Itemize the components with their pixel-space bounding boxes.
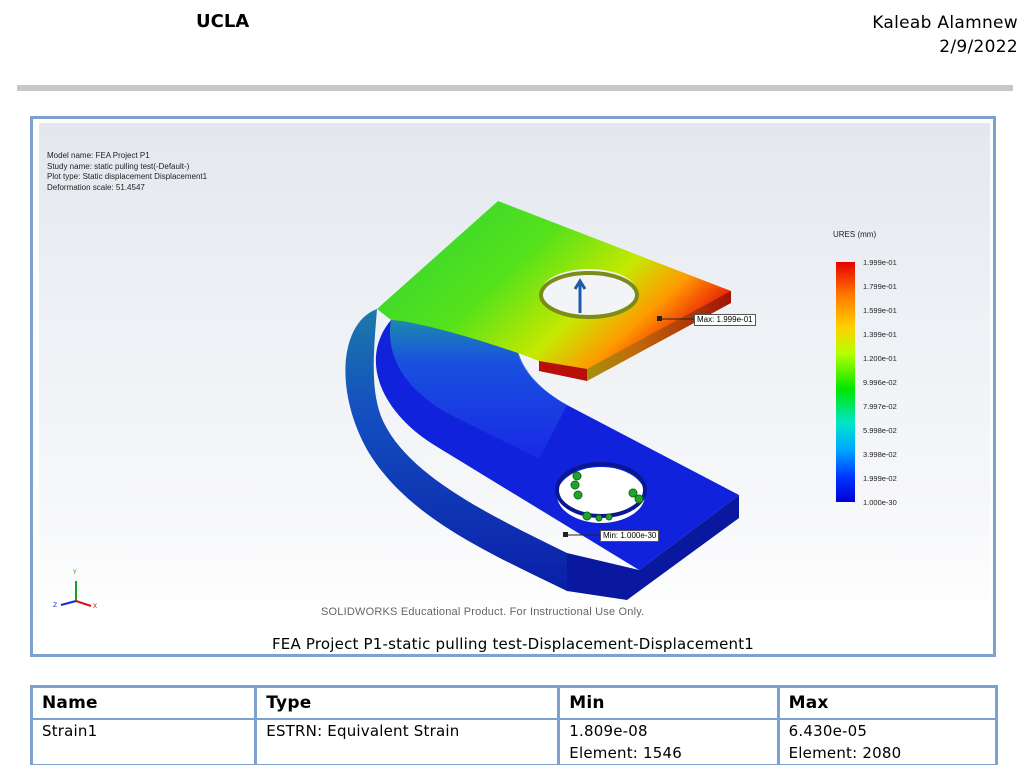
col-header-type: Type: [254, 685, 561, 720]
inner-bend-surface: [389, 319, 567, 459]
info-line: Model name: FEA Project P1: [47, 151, 150, 160]
legend-tick: 1.999e-02: [863, 474, 897, 483]
header-divider: [17, 85, 1013, 91]
legend-tick: 1.399e-01: [863, 330, 897, 339]
model-render: [60, 201, 739, 607]
cell-name: Strain1: [29, 719, 258, 742]
legend-tick: 7.997e-02: [863, 402, 897, 411]
legend-title: URES (mm): [833, 230, 877, 239]
org-name: UCLA: [196, 11, 250, 32]
watermark: SOLIDWORKS Educational Product. For Inst…: [321, 606, 645, 618]
legend-tick: 1.200e-01: [863, 354, 897, 363]
figure-caption: FEA Project P1-static pulling test-Displ…: [271, 635, 755, 653]
triad-y-label: Y: [73, 569, 77, 576]
plot-info: Model name: FEA Project P1 Study name: s…: [47, 151, 207, 193]
report-date: 2/9/2022: [939, 37, 1018, 57]
bend-outer-surface: [345, 309, 567, 591]
cell-max-element: Element: 2080: [776, 742, 999, 765]
table-row: Strain1 ESTRN: Equivalent Strain 1.809e-…: [29, 719, 999, 742]
results-figure: Model name: FEA Project P1 Study name: s…: [30, 116, 996, 657]
legend-tick: 5.998e-02: [863, 426, 897, 435]
info-line: Deformation scale: 51.4547: [47, 182, 145, 192]
info-line: Study name: static pulling test(-Default…: [47, 161, 190, 171]
pull-arrow: [573, 278, 587, 313]
legend-tick: 1.000e-30: [863, 498, 897, 507]
table-row: Element: 1546 Element: 2080: [29, 742, 999, 765]
axis-triad: [60, 581, 92, 607]
triad-x-label: X: [93, 603, 98, 610]
cell-type: ESTRN: Equivalent Strain: [254, 719, 561, 742]
table-header-row: Name Type Min Max: [29, 685, 999, 720]
top-hole-wall: [539, 271, 639, 319]
max-callout: Max: 1.999e-01: [694, 314, 756, 326]
cell-min-element: Element: 1546: [557, 742, 780, 765]
legend-tick: 1.799e-01: [863, 282, 897, 291]
top-leg-front-face: [539, 361, 587, 381]
cell-max: 6.430e-05: [776, 719, 999, 742]
col-header-max: Max: [776, 685, 999, 720]
legend-tick: 9.996e-02: [863, 378, 897, 387]
legend-tick: 3.998e-02: [863, 450, 897, 459]
results-table: Name Type Min Max Strain1 ESTRN: Equival…: [29, 685, 999, 765]
bottom-hole: [557, 467, 645, 523]
legend-tick: 1.999e-01: [863, 258, 897, 267]
displacement-plot: Model name: FEA Project P1 Study name: s…: [39, 123, 990, 625]
bottom-leg-edge: [567, 495, 739, 600]
legend-tick: 1.599e-01: [863, 306, 897, 315]
fixture-markers: [570, 471, 644, 522]
col-header-min: Min: [557, 685, 780, 720]
info-line: Plot type: Static displacement Displacem…: [47, 172, 208, 181]
col-header-name: Name: [29, 685, 258, 720]
cell-min: 1.809e-08: [557, 719, 780, 742]
triad-z-label: Z: [53, 602, 58, 609]
author-block: Kaleab Alamnew 2/9/2022: [872, 11, 1018, 59]
author-name: Kaleab Alamnew: [872, 13, 1018, 33]
legend-ticks: 1.999e-01 1.799e-01 1.599e-01 1.399e-01 …: [863, 257, 897, 521]
top-hole: [541, 269, 637, 315]
legend-color-bar: [836, 262, 855, 502]
min-callout: Min: 1.000e-30: [600, 530, 660, 542]
